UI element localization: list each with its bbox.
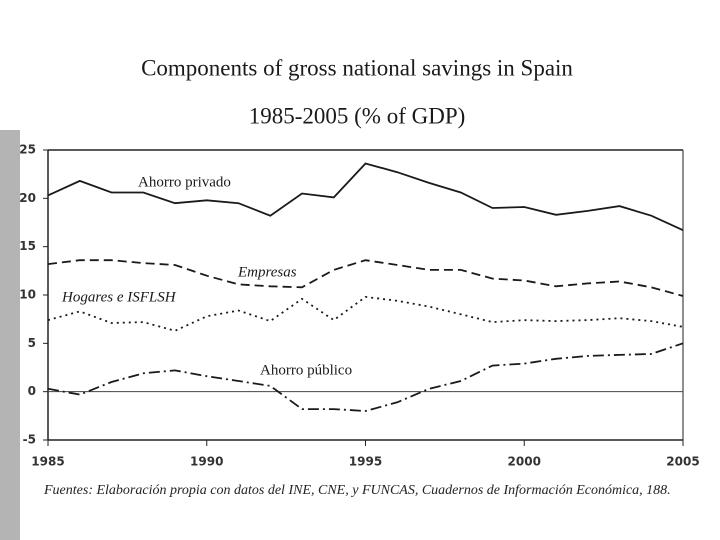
chart-title: Components of gross national savings in … — [141, 55, 573, 80]
source-note: Fuentes: Elaboración propia con datos de… — [44, 483, 671, 498]
y-tick-label: 10 — [19, 288, 36, 302]
x-tick-label: 1995 — [349, 455, 382, 469]
series-label: Ahorro privado — [138, 174, 231, 190]
scan-edge — [0, 130, 20, 540]
y-tick-label: -5 — [23, 433, 36, 447]
y-tick-label: 25 — [19, 143, 36, 157]
y-tick-label: 15 — [19, 239, 36, 253]
series-line — [47, 295, 684, 332]
x-tick-label: 2000 — [508, 455, 541, 469]
x-tick-label: 2005 — [666, 455, 699, 469]
series-line — [47, 259, 684, 297]
series-label: Ahorro público — [260, 362, 352, 378]
y-tick-label: 20 — [19, 191, 36, 205]
x-tick-label: 1990 — [190, 455, 223, 469]
x-tick-label: 1985 — [31, 455, 64, 469]
series-label: Hogares e ISFLSH — [61, 289, 177, 305]
y-tick-label: 0 — [28, 384, 36, 398]
series-line — [47, 162, 684, 232]
chart-subtitle: 1985-2005 (% of GDP) — [249, 103, 466, 128]
series-line — [47, 342, 684, 412]
y-tick-label: 5 — [28, 336, 36, 350]
series-label: Empresas — [237, 264, 297, 280]
